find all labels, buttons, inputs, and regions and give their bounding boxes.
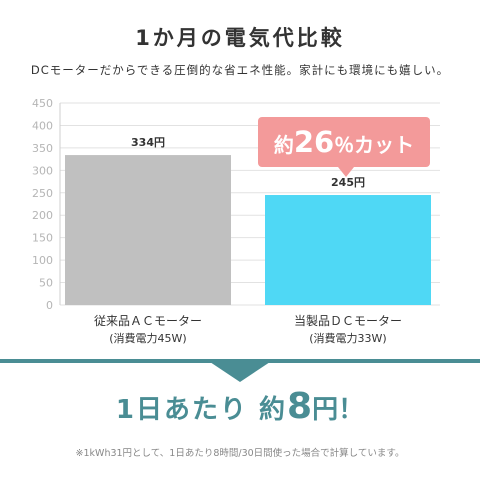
category-note: (消費電力33W) <box>309 331 386 345</box>
daily-savings-result: 1日あたり 約8円！ <box>0 386 480 427</box>
result-number: 8 <box>287 386 313 427</box>
result-prefix: 1日あたり 約 <box>115 395 288 425</box>
y-tick-label: 250 <box>32 187 53 200</box>
divider-bar <box>0 359 480 363</box>
y-tick-label: 350 <box>32 142 53 155</box>
y-tick-label: 0 <box>46 299 53 312</box>
y-tick-label: 200 <box>32 209 53 222</box>
bar-value-label: 334円 <box>131 136 165 149</box>
savings-callout: 約26％カット <box>258 117 430 177</box>
category-note: (消費電力45W) <box>109 331 186 345</box>
y-tick-label: 150 <box>32 232 53 245</box>
bar-chart: 0 50 100 150 200 250 300 350 400 450 334円 245円 従来品… <box>32 97 440 345</box>
category-label: 従来品ＡＣモーター <box>94 314 202 328</box>
y-tick-label: 300 <box>32 164 53 177</box>
bar <box>265 195 431 305</box>
down-arrow-icon <box>210 362 270 382</box>
result-suffix: 円！ <box>312 395 365 425</box>
category-label: 当製品ＤＣモーター <box>294 314 402 328</box>
callout-number: 26 <box>293 125 335 159</box>
page-title: 1か月の電気代比較 <box>135 26 345 50</box>
callout-suffix: ％カット <box>334 133 415 157</box>
y-tick-label: 400 <box>32 119 53 132</box>
bar-value-label: 245円 <box>331 176 365 189</box>
y-tick-label: 100 <box>32 254 53 267</box>
page-subtitle: DCモーターだからできる圧倒的な省エネ性能。家計にも環境にも嬉しい。 <box>30 63 450 77</box>
footnote: ※1kWh31円として、1日あたり8時間/30日間使った場合で計算しています。 <box>75 448 405 459</box>
callout-prefix: 約 <box>273 133 294 157</box>
bar <box>65 155 231 305</box>
y-tick-label: 450 <box>32 97 53 110</box>
y-tick-label: 50 <box>39 277 53 290</box>
